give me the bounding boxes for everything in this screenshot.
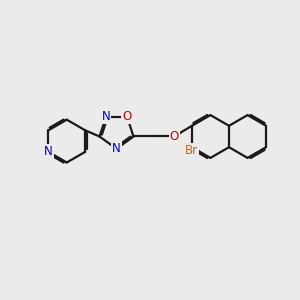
Text: Br: Br	[185, 144, 199, 157]
Text: N: N	[112, 142, 121, 155]
Text: O: O	[169, 130, 179, 143]
Text: N: N	[44, 145, 52, 158]
Text: N: N	[102, 110, 110, 123]
Text: O: O	[122, 110, 132, 123]
